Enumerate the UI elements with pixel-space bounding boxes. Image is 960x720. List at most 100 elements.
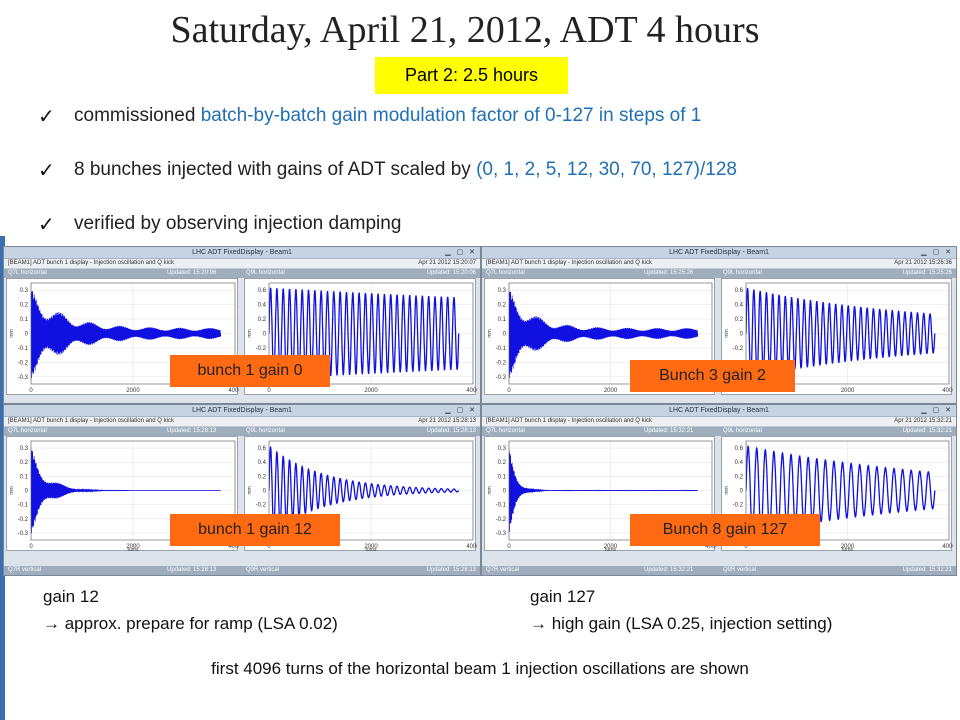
y-tick-label: -0.2: [496, 517, 507, 523]
channel-name: Q7L horizontal: [8, 428, 47, 434]
x-tick-label: 0: [507, 388, 511, 394]
x-tick-label: 4000: [942, 388, 953, 394]
gain12-caption-title: gain 12: [43, 587, 99, 606]
y-tick-label: 0.6: [258, 446, 267, 452]
channel-name: Q7L horizontal: [8, 270, 47, 276]
plot-area: 0.30.20.10-0.1-0.2-0.3020004000mm: [487, 282, 716, 394]
channel-name: Q7L horizontal: [486, 428, 525, 434]
plot-canvas: 0.3 0.2 0.1 0 -0.1 -0.2 -0.3 0 2000 4000 mm: [9, 282, 239, 394]
channel-updated: Updated: 15:28:13: [167, 567, 217, 573]
y-tick-label: 0.4: [258, 460, 267, 466]
y-tick-label: 0.6: [258, 288, 267, 294]
oscillation-trace: [31, 449, 221, 534]
plot-canvas: 0.3 0.2 0.1 0 -0.1 -0.2 -0.3 0 2000 4000 mm turns: [487, 440, 716, 552]
window-buttons[interactable]: ▁ ▢ ✕: [921, 407, 953, 414]
oscillation-trace: [269, 287, 460, 380]
y-tick-label: 0: [503, 489, 507, 495]
plot-frame: [508, 282, 713, 385]
y-tick-label: 0.6: [735, 288, 744, 294]
channel-updated: Updated: 15:32:21: [644, 428, 694, 434]
y-tick-label: 0.3: [498, 446, 507, 452]
fixed-display-window: LHC ADT FixedDisplay - Beam1 ▁ ▢ ✕ [BEAM1]…: [3, 404, 481, 576]
y-tick-label: -0.2: [256, 346, 267, 352]
check-icon: ✓: [38, 104, 55, 128]
x-tick-label: 4000: [228, 388, 239, 394]
y-axis-label: mm: [724, 329, 730, 337]
q7l-plot: 0.3 0.2 0.1 0 -0.1 -0.2 -0.3 0 2000 4000 mm turns: [6, 436, 239, 552]
x-tick-label: 2000: [841, 388, 855, 394]
y-tick-label: 0.2: [498, 303, 507, 309]
bunch-label: Bunch 3 gain 2: [630, 360, 795, 392]
y-tick-label: 0.1: [20, 474, 29, 480]
channel-updated: Updated: 15:20:06: [426, 270, 476, 276]
channel-name: Q9R vertical: [246, 567, 280, 573]
y-tick-label: 0.2: [735, 317, 744, 323]
y-tick-label: -0.1: [18, 346, 29, 352]
y-axis-label: mm: [247, 486, 253, 494]
y-tick-label: -0.1: [496, 346, 507, 352]
trace-clip: [269, 287, 460, 380]
channel-updated: Updated: 15:25:26: [902, 270, 952, 276]
channel-info-bar: Q7L horizontal Updated: 15:28:13 Q9L horiz…: [4, 427, 480, 436]
x-axis-label: turns: [605, 547, 617, 552]
x-tick-label: 0: [744, 544, 748, 550]
plot-area: 0.3 0.2 0.1 0 -0.1 -0.2 -0.3 0 2000 4000 mm turns: [9, 440, 239, 552]
oscillation-trace: [509, 450, 699, 532]
y-tick-label: 0.2: [258, 474, 267, 480]
display-subtitle: [BEAM1] ADT bunch 1 display - Injection …: [482, 259, 956, 269]
y-tick-label: -0.2: [256, 503, 267, 509]
y-tick-label: -0.3: [496, 531, 507, 537]
x-axis-label: turns: [127, 547, 139, 552]
check-icon: ✓: [38, 158, 55, 182]
trace-clip: [31, 291, 222, 379]
y-axis-label: mm: [487, 329, 493, 337]
trace-clip: [509, 450, 699, 532]
channel-name: Q7L horizontal: [486, 270, 525, 276]
trace-clip: [269, 445, 460, 533]
y-tick-label: 0: [25, 489, 29, 495]
bullet-text: 8 bunches injected with gains of ADT sca…: [74, 159, 737, 180]
y-tick-label: 0: [263, 332, 267, 338]
y-axis-label: mm: [247, 329, 253, 337]
y-tick-label: -0.2: [733, 503, 744, 509]
oscillation-trace: [509, 291, 699, 378]
x-tick-label: 2000: [604, 388, 618, 394]
plot-area: 0.30.20.10-0.1-0.2-0.3020004000mm: [9, 282, 239, 394]
y-tick-label: 0.2: [498, 460, 507, 466]
y-tick-label: -0.1: [18, 503, 29, 509]
window-buttons[interactable]: ▁ ▢ ✕: [921, 249, 953, 256]
x-tick-label: 4000: [466, 544, 477, 550]
x-tick-label: 2000: [364, 388, 378, 394]
display-date: Apr 21 2012 15:28:13: [418, 418, 476, 424]
y-tick-label: 0.4: [735, 303, 744, 309]
x-tick-label: 2000: [364, 544, 378, 550]
x-axis-label: turns: [365, 547, 377, 552]
x-tick-label: 4000: [942, 544, 953, 550]
channel-updated: Updated: 15:32:21: [644, 567, 694, 573]
bunch-label: bunch 1 gain 0: [170, 355, 330, 387]
y-tick-label: -0.2: [496, 360, 507, 366]
plot-frame: [268, 282, 474, 385]
x-axis-label: turns: [842, 547, 854, 552]
window-buttons[interactable]: ▁ ▢ ✕: [445, 249, 477, 256]
bunch-label: bunch 1 gain 12: [170, 514, 340, 546]
plot-canvas: 0.3 0.2 0.1 0 -0.1 -0.2 -0.3 0 2000 4000 mm turns: [9, 440, 239, 552]
x-tick-label: 2000: [126, 388, 140, 394]
gain127-caption-text: → high gain (LSA 0.25, injection setting…: [530, 614, 833, 633]
plot-frame: [30, 440, 236, 541]
bullet-item: ✓ verified by observing injection dampin…: [38, 208, 938, 262]
x-tick-label: 0: [507, 544, 511, 550]
y-tick-label: 0: [740, 489, 744, 495]
plot-frame: [745, 440, 950, 541]
arrow-icon: →: [43, 614, 60, 633]
plot-frame: [268, 440, 474, 541]
arrow-icon: →: [530, 614, 547, 633]
y-tick-label: 0.4: [735, 460, 744, 466]
window-buttons[interactable]: ▁ ▢ ✕: [445, 407, 477, 414]
q9l-plot: 0.60.40.20-0.2-0.4-0.6020004000mm: [721, 278, 953, 395]
plot-frame: [745, 282, 950, 385]
x-tick-label: 0: [267, 544, 271, 550]
channel-updated: Updated: 15:20:06: [167, 270, 217, 276]
y-tick-label: 0.3: [498, 288, 507, 294]
oscillation-trace: [746, 287, 936, 379]
